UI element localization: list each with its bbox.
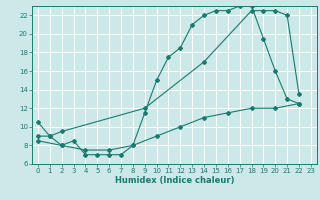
X-axis label: Humidex (Indice chaleur): Humidex (Indice chaleur) <box>115 176 234 185</box>
